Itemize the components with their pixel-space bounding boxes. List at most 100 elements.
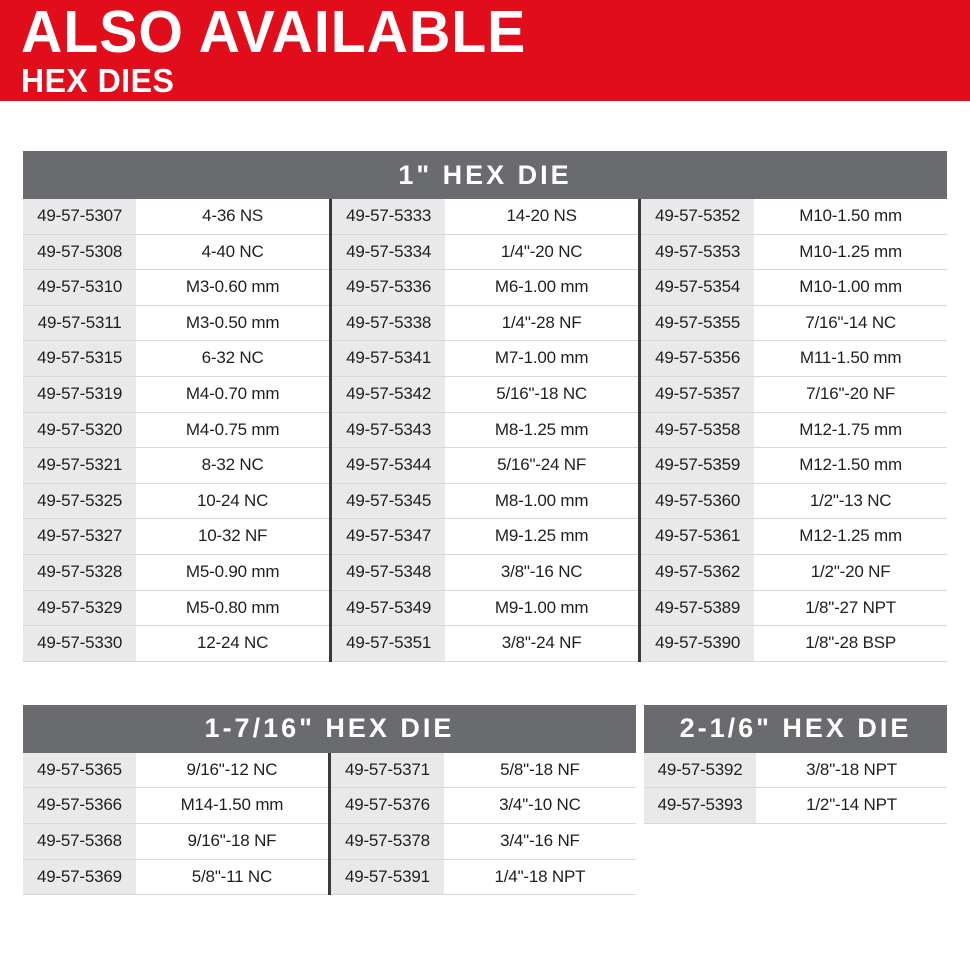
column-group: 49-57-5333 14-20 NS 49-57-5334 1/4"-20 NC 49… — [329, 199, 638, 662]
thread-size-cell: M9-1.00 mm — [445, 590, 638, 626]
catalog-number-cell: 49-57-5349 — [332, 590, 446, 626]
thread-size-cell: 4-40 NC — [136, 234, 329, 270]
thread-size-cell: M6-1.00 mm — [445, 270, 638, 305]
catalog-number-cell: 49-57-5330 — [23, 626, 137, 661]
banner-subtitle: HEX DIES — [21, 61, 175, 99]
catalog-number-cell: 49-57-5315 — [23, 341, 137, 376]
catalog-number-cell: 49-57-5351 — [332, 626, 446, 661]
catalog-number-cell: 49-57-5378 — [331, 823, 444, 859]
catalog-number-cell: 49-57-5344 — [332, 448, 446, 483]
table-row: 49-57-5389 1/8"-27 NPT — [641, 590, 947, 627]
table-row: 49-57-5391 1/4"-18 NPT — [331, 859, 636, 896]
thread-size-cell: 10-32 NF — [136, 519, 329, 554]
table-row: 49-57-5359 M12-1.50 mm — [641, 448, 947, 484]
thread-size-cell: 9/16"-18 NF — [135, 823, 328, 859]
table-row: 49-57-5357 7/16"-20 NF — [641, 376, 947, 413]
table-3-header: 2-1/6" HEX DIE — [644, 704, 947, 753]
column-group: 49-57-5307 4-36 NS 49-57-5308 4-40 NC 49-57-… — [23, 199, 329, 662]
thread-size-cell: 3/4"-16 NF — [443, 823, 636, 859]
catalog-number-cell: 49-57-5333 — [332, 199, 446, 234]
table-row: 49-57-5376 3/4"-10 NC — [331, 788, 636, 824]
table-row: 49-57-5345 M8-1.00 mm — [332, 483, 638, 520]
catalog-number-cell: 49-57-5360 — [641, 483, 755, 519]
thread-size-cell: M5-0.80 mm — [136, 590, 329, 626]
catalog-number-cell: 49-57-5327 — [23, 519, 137, 554]
table-row: 49-57-5368 9/16"-18 NF — [23, 823, 328, 860]
table-row: 49-57-5362 1/2"-20 NF — [641, 554, 947, 591]
catalog-number-cell: 49-57-5336 — [332, 270, 446, 305]
table-row: 49-57-5315 6-32 NC — [23, 341, 329, 377]
thread-size-cell: 14-20 NS — [445, 199, 638, 234]
thread-size-cell: 5/16"-18 NC — [445, 376, 638, 412]
catalog-number-cell: 49-57-5307 — [23, 199, 137, 234]
catalog-number-cell: 49-57-5319 — [23, 376, 137, 412]
table-row: 49-57-5308 4-40 NC — [23, 234, 329, 271]
table-row: 49-57-5329 M5-0.80 mm — [23, 590, 329, 627]
table-row: 49-57-5392 3/8"-18 NPT — [644, 752, 947, 789]
thread-size-cell: 3/4"-10 NC — [443, 788, 636, 823]
catalog-number-cell: 49-57-5389 — [641, 590, 755, 626]
table-2-title: 1-7/16" HEX DIE — [204, 713, 455, 744]
column-group: 49-57-5371 5/8"-18 NF 49-57-5376 3/4"-10 NC… — [328, 752, 636, 896]
catalog-number-cell: 49-57-5390 — [641, 626, 755, 661]
thread-size-cell: 9/16"-12 NC — [135, 752, 328, 788]
table-row: 49-57-5310 M3-0.60 mm — [23, 270, 329, 306]
hex-dies-spec-sheet: ALSO AVAILABLE HEX DIES 1" HEX DIE 49-57… — [0, 0, 970, 896]
thread-size-cell: M10-1.00 mm — [754, 270, 947, 305]
catalog-number-cell: 49-57-5352 — [641, 199, 755, 234]
page-banner: ALSO AVAILABLE HEX DIES — [0, 0, 970, 101]
catalog-number-cell: 49-57-5365 — [23, 752, 136, 788]
thread-size-cell: M8-1.25 mm — [445, 412, 638, 448]
catalog-number-cell: 49-57-5368 — [23, 823, 136, 859]
catalog-number-cell: 49-57-5347 — [332, 519, 446, 554]
catalog-number-cell: 49-57-5357 — [641, 376, 755, 412]
table-row: 49-57-5354 M10-1.00 mm — [641, 270, 947, 306]
thread-size-cell: 1/2"-13 NC — [754, 483, 947, 519]
thread-size-cell: M4-0.75 mm — [136, 412, 329, 448]
thread-size-cell: M14-1.50 mm — [135, 788, 328, 823]
thread-size-cell: 7/16"-20 NF — [754, 376, 947, 412]
catalog-number-cell: 49-57-5308 — [23, 234, 137, 270]
table-row: 49-57-5327 10-32 NF — [23, 519, 329, 555]
thread-size-cell: 6-32 NC — [136, 341, 329, 376]
catalog-number-cell: 49-57-5393 — [644, 788, 757, 823]
thread-size-cell: 1/8"-27 NPT — [754, 590, 947, 626]
thread-size-cell: M5-0.90 mm — [136, 554, 329, 590]
thread-size-cell: 5/16"-24 NF — [445, 448, 638, 483]
thread-size-cell: M12-1.25 mm — [754, 519, 947, 554]
table-1-title: 1" HEX DIE — [398, 159, 572, 190]
table-3-title: 2-1/6" HEX DIE — [679, 713, 912, 744]
catalog-number-cell: 49-57-5359 — [641, 448, 755, 483]
table-2-1-6-inch-hex-die: 2-1/6" HEX DIE 49-57-5392 3/8"-18 NPT 49-5… — [644, 704, 947, 824]
table-row: 49-57-5378 3/4"-16 NF — [331, 823, 636, 860]
catalog-number-cell: 49-57-5366 — [23, 788, 136, 823]
table-row: 49-57-5343 M8-1.25 mm — [332, 412, 638, 449]
thread-size-cell: M12-1.50 mm — [754, 448, 947, 483]
catalog-number-cell: 49-57-5354 — [641, 270, 755, 305]
catalog-number-cell: 49-57-5392 — [644, 752, 757, 788]
thread-size-cell: M8-1.00 mm — [445, 483, 638, 519]
table-row: 49-57-5393 1/2"-14 NPT — [644, 788, 947, 824]
thread-size-cell: 3/8"-24 NF — [445, 626, 638, 661]
table-row: 49-57-5366 M14-1.50 mm — [23, 788, 328, 824]
table-1-7-16-inch-hex-die: 1-7/16" HEX DIE 49-57-5365 9/16"-12 NC 49-… — [23, 704, 636, 896]
thread-size-cell: 1/2"-14 NPT — [756, 788, 947, 823]
table-row: 49-57-5356 M11-1.50 mm — [641, 341, 947, 377]
table-row: 49-57-5348 3/8"-16 NC — [332, 554, 638, 591]
table-1-inch-hex-die: 1" HEX DIE 49-57-5307 4-36 NS 49-57-5308 4-… — [23, 151, 947, 662]
banner-title: ALSO AVAILABLE — [21, 0, 527, 65]
thread-size-cell: 8-32 NC — [136, 448, 329, 483]
thread-size-cell: M9-1.25 mm — [445, 519, 638, 554]
table-3-body: 49-57-5392 3/8"-18 NPT 49-57-5393 1/2"-14 N… — [644, 752, 947, 824]
catalog-number-cell: 49-57-5362 — [641, 554, 755, 590]
table-row: 49-57-5333 14-20 NS — [332, 199, 638, 235]
thread-size-cell: M7-1.00 mm — [445, 341, 638, 376]
table-row: 49-57-5321 8-32 NC — [23, 448, 329, 484]
catalog-number-cell: 49-57-5361 — [641, 519, 755, 554]
table-row: 49-57-5365 9/16"-12 NC — [23, 752, 328, 789]
catalog-number-cell: 49-57-5342 — [332, 376, 446, 412]
catalog-number-cell: 49-57-5353 — [641, 234, 755, 270]
table-row: 49-57-5371 5/8"-18 NF — [331, 752, 636, 789]
catalog-number-cell: 49-57-5320 — [23, 412, 137, 448]
catalog-number-cell: 49-57-5311 — [23, 305, 137, 341]
